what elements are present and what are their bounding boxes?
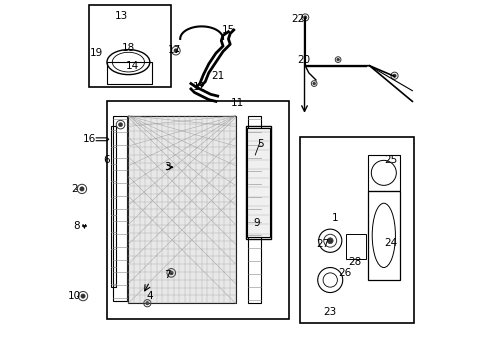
Bar bbox=[113, 116, 126, 301]
Text: 21: 21 bbox=[211, 71, 224, 81]
Circle shape bbox=[119, 123, 122, 127]
Bar bbox=[367, 191, 399, 280]
Text: 13: 13 bbox=[114, 11, 128, 21]
Text: 3: 3 bbox=[164, 162, 171, 172]
Text: 19: 19 bbox=[89, 48, 102, 58]
Bar bbox=[346, 234, 365, 258]
Text: 4: 4 bbox=[146, 291, 153, 301]
Bar bbox=[107, 62, 151, 84]
Bar bbox=[128, 116, 235, 303]
Circle shape bbox=[174, 49, 178, 53]
Bar bbox=[246, 126, 271, 239]
Text: 17: 17 bbox=[168, 45, 181, 55]
Circle shape bbox=[80, 187, 84, 191]
Text: 6: 6 bbox=[103, 156, 110, 165]
Text: 24: 24 bbox=[384, 238, 397, 248]
Circle shape bbox=[326, 238, 332, 244]
Text: 18: 18 bbox=[122, 43, 135, 53]
Bar bbox=[107, 102, 288, 319]
Text: 11: 11 bbox=[230, 98, 244, 108]
Text: 20: 20 bbox=[296, 55, 309, 65]
Text: 22: 22 bbox=[291, 14, 304, 24]
Text: 1: 1 bbox=[332, 212, 338, 222]
Circle shape bbox=[169, 271, 173, 275]
Bar bbox=[89, 5, 171, 87]
Circle shape bbox=[145, 302, 149, 305]
Circle shape bbox=[303, 16, 306, 19]
Circle shape bbox=[81, 294, 85, 298]
Text: 25: 25 bbox=[384, 156, 397, 165]
Circle shape bbox=[312, 82, 315, 85]
Text: 26: 26 bbox=[337, 268, 350, 278]
Text: 7: 7 bbox=[164, 270, 171, 280]
Text: 16: 16 bbox=[82, 134, 96, 144]
Bar bbox=[247, 128, 269, 237]
Text: 5: 5 bbox=[257, 139, 264, 149]
Text: 14: 14 bbox=[125, 61, 138, 71]
Text: 8: 8 bbox=[73, 221, 80, 231]
Circle shape bbox=[174, 165, 178, 169]
Text: 10: 10 bbox=[68, 291, 81, 301]
Text: 15: 15 bbox=[222, 25, 235, 35]
Text: 28: 28 bbox=[348, 257, 361, 267]
Text: 9: 9 bbox=[253, 218, 260, 228]
Bar bbox=[247, 116, 260, 303]
Text: 27: 27 bbox=[316, 239, 329, 249]
Bar bbox=[367, 155, 399, 191]
Bar bbox=[299, 137, 413, 323]
Text: 2: 2 bbox=[71, 184, 78, 194]
Text: 23: 23 bbox=[323, 307, 336, 317]
Text: 12: 12 bbox=[193, 82, 206, 92]
Bar bbox=[111, 126, 115, 287]
Circle shape bbox=[392, 74, 395, 77]
Circle shape bbox=[336, 58, 339, 61]
